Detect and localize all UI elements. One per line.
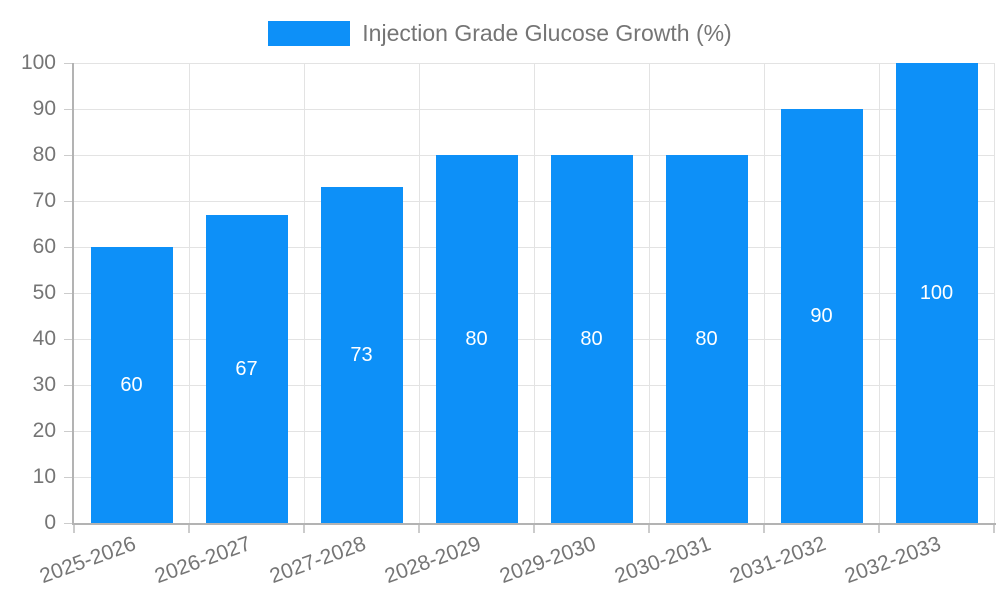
x-axis-tick: [533, 525, 535, 533]
x-axis-line: [72, 523, 996, 525]
bar-value-label: 80: [580, 328, 603, 350]
y-axis-tick: [64, 339, 72, 340]
x-axis-tick: [878, 525, 880, 533]
y-axis-tick: [64, 385, 72, 386]
y-axis-tick: [64, 247, 72, 248]
gridline-vertical: [879, 63, 880, 523]
y-tick-label: 50: [32, 281, 56, 304]
y-tick-label: 80: [32, 143, 56, 166]
gridline-vertical: [534, 63, 535, 523]
bar: [320, 187, 403, 523]
x-tick-label: 2027-2028: [266, 532, 370, 589]
x-tick-label: 2025-2026: [36, 532, 140, 589]
gridline-vertical: [304, 63, 305, 523]
y-axis-tick: [64, 523, 72, 524]
gridline-vertical: [419, 63, 420, 523]
chart-legend[interactable]: Injection Grade Glucose Growth (%): [0, 19, 1000, 47]
y-tick-label: 60: [32, 235, 56, 258]
bar-value-label: 80: [465, 328, 488, 350]
x-tick-label: 2030-2031: [611, 532, 715, 589]
bar: [90, 247, 173, 523]
x-tick-label: 2029-2030: [496, 532, 600, 589]
x-axis-tick: [993, 525, 995, 533]
y-tick-label: 40: [32, 327, 56, 350]
bar: [895, 63, 978, 523]
x-axis-tick: [188, 525, 190, 533]
gridline-vertical: [994, 63, 995, 523]
bar: [435, 155, 518, 523]
x-axis-tick: [648, 525, 650, 533]
gridline-vertical: [764, 63, 765, 523]
bar-value-label: 60: [120, 374, 143, 396]
x-tick-label: 2028-2029: [381, 532, 485, 589]
bar: [550, 155, 633, 523]
bar-value-label: 67: [235, 357, 258, 380]
y-axis-tick: [64, 201, 72, 202]
y-axis-tick: [64, 155, 72, 156]
bar: [780, 109, 863, 523]
y-tick-label: 30: [32, 373, 56, 396]
y-axis-tick: [64, 293, 72, 294]
y-tick-label: 90: [32, 97, 56, 120]
legend-label: Injection Grade Glucose Growth (%): [362, 19, 732, 46]
y-axis-tick: [64, 63, 72, 64]
x-tick-label: 2032-2033: [841, 532, 945, 589]
gridline-vertical: [649, 63, 650, 523]
y-tick-label: 10: [32, 465, 56, 488]
x-tick-label: 2026-2027: [151, 532, 255, 589]
y-axis-line: [72, 63, 74, 523]
x-axis-tick: [418, 525, 420, 533]
bar: [205, 214, 288, 523]
legend-swatch: [268, 20, 351, 46]
y-tick-label: 70: [32, 189, 56, 212]
bar-value-label: 80: [695, 328, 718, 350]
y-tick-label: 0: [44, 511, 56, 534]
x-axis-tick: [73, 525, 75, 533]
bar-value-label: 90: [810, 305, 833, 327]
bar-value-label: 100: [919, 282, 954, 304]
y-axis-tick: [64, 431, 72, 432]
x-axis-tick: [303, 525, 305, 533]
y-tick-label: 100: [20, 51, 56, 74]
bar-value-label: 73: [350, 344, 373, 367]
y-axis-tick: [64, 109, 72, 110]
bar: [665, 155, 748, 523]
gridline-vertical: [189, 63, 190, 523]
x-axis-tick: [763, 525, 765, 533]
x-tick-label: 2031-2032: [726, 532, 830, 589]
y-tick-label: 20: [32, 419, 56, 442]
y-axis-tick: [64, 477, 72, 478]
